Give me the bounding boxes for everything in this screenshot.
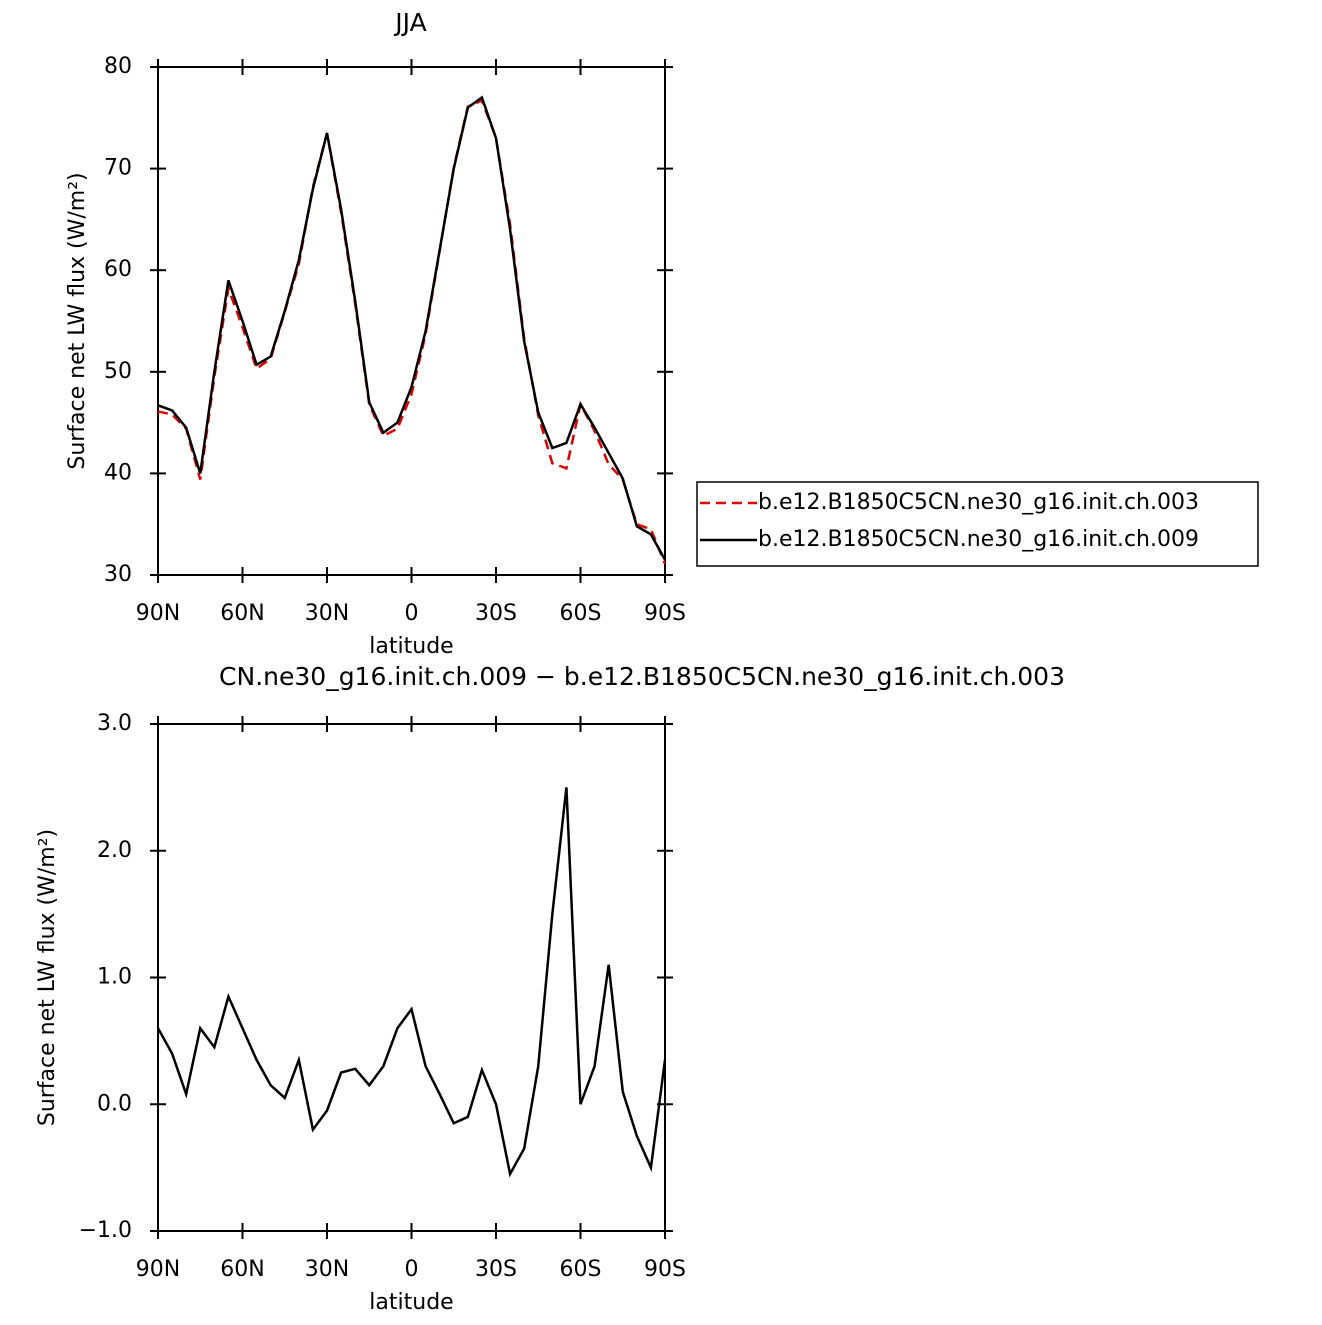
x-axis-label: latitude	[369, 1290, 453, 1315]
y-tick-label: 80	[104, 54, 132, 79]
x-tick-label: 60S	[560, 1257, 602, 1282]
y-tick-label: 1.0	[97, 965, 132, 990]
data-line	[156, 787, 667, 1178]
x-tick-label: 30S	[475, 601, 517, 626]
y-tick-label: 50	[104, 359, 132, 384]
data-line	[157, 98, 667, 565]
y-tick-label: 2.0	[97, 838, 132, 863]
x-tick-label: 90N	[136, 1257, 180, 1282]
x-tick-label: 60N	[220, 1257, 264, 1282]
y-tick-label: 30	[104, 562, 132, 587]
legend-box	[696, 481, 1259, 567]
x-axis-label: latitude	[369, 634, 453, 659]
x-tick-label: 0	[405, 1257, 419, 1282]
x-tick-label: 0	[405, 601, 419, 626]
x-tick-label: 30S	[475, 1257, 517, 1282]
x-tick-label: 90S	[644, 601, 686, 626]
x-tick-label: 90S	[644, 1257, 686, 1282]
x-tick-label: 60N	[220, 601, 264, 626]
y-tick-label: 60	[104, 257, 132, 282]
legend-label: b.e12.B1850C5CN.ne30_g16.init.ch.003	[758, 490, 1199, 515]
y-tick-label: 3.0	[97, 711, 132, 736]
y-tick-label: 40	[104, 460, 132, 485]
chart-title: CN.ne30_g16.init.ch.009 − b.e12.B1850C5C…	[219, 662, 1065, 691]
y-tick-label: 0.0	[97, 1091, 132, 1116]
chart-title: JJA	[393, 8, 426, 37]
y-tick-label: 70	[104, 156, 132, 181]
plot-frame	[157, 66, 666, 576]
x-tick-label: 30N	[305, 1257, 349, 1282]
x-tick-label: 60S	[560, 601, 602, 626]
data-line	[157, 95, 667, 561]
plot-frame	[157, 723, 666, 1232]
legend-label: b.e12.B1850C5CN.ne30_g16.init.ch.009	[758, 527, 1199, 552]
y-axis-label: Surface net LW flux (W/m²)	[35, 829, 60, 1126]
y-tick-label: −1.0	[79, 1218, 132, 1243]
y-axis-label: Surface net LW flux (W/m²)	[65, 172, 90, 469]
x-tick-label: 90N	[136, 601, 180, 626]
x-tick-label: 30N	[305, 601, 349, 626]
